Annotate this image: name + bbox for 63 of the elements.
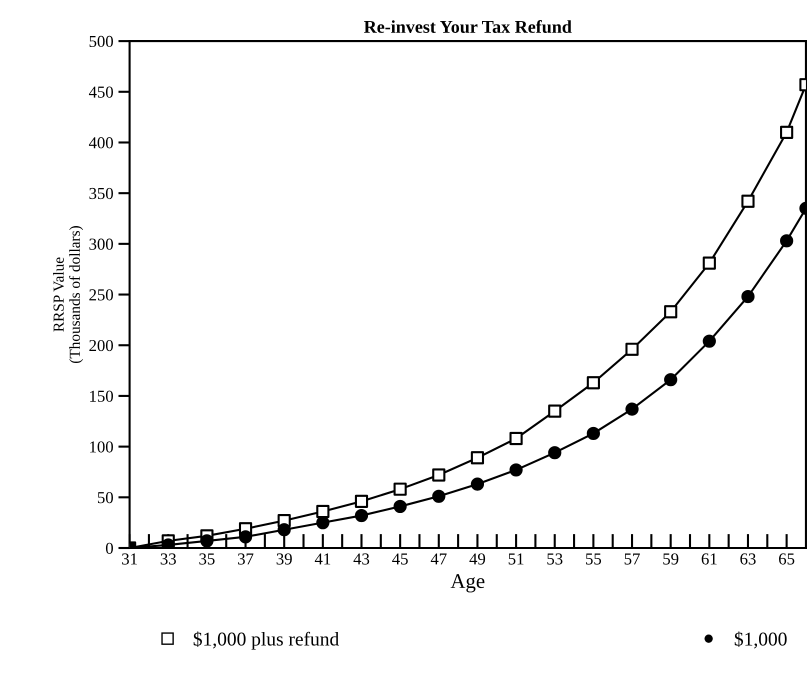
legend-label: $1,000 (734, 631, 787, 648)
y-tick-label: 500 (90, 36, 113, 48)
point (316, 516, 330, 530)
point (664, 373, 678, 386)
x-tick-label: 39 (276, 553, 292, 565)
legend-label: $1,000 plus refund (194, 631, 339, 650)
x-tick-label: 57 (624, 554, 640, 565)
point (625, 402, 639, 416)
x-tick-label: 31 (122, 553, 137, 565)
x-tick-label: 35 (199, 553, 215, 565)
y-tick-label: 50 (98, 492, 113, 504)
point (586, 376, 600, 390)
x-tick-label: 61 (702, 553, 717, 565)
point (702, 256, 716, 270)
x-tick-label: 51 (508, 553, 524, 565)
point (780, 126, 794, 139)
x-tick-label: 47 (430, 553, 447, 564)
point (200, 534, 214, 548)
point (586, 426, 600, 440)
point (316, 504, 330, 518)
point (625, 342, 639, 356)
point (470, 478, 484, 491)
point (354, 494, 368, 508)
y-tick-label: 250 (89, 289, 113, 300)
point (741, 194, 755, 208)
x-tick-label: 33 (160, 553, 176, 565)
chart-title: Re-invest Your Tax Refund (364, 20, 572, 33)
point (394, 482, 407, 496)
y-tick-label: 350 (89, 188, 113, 200)
y-tick-label: 200 (89, 340, 113, 352)
y-tick-label: 0 (106, 542, 113, 554)
y-axis-title: RRSP Value (Thousands of dollars) (53, 226, 84, 364)
point (432, 490, 446, 503)
x-tick-label: 55 (586, 554, 602, 565)
point (432, 468, 446, 482)
point (780, 234, 794, 248)
y-tick-label: 100 (90, 441, 113, 453)
x-tick-label: 43 (353, 553, 370, 565)
x-tick-label: 45 (392, 553, 408, 565)
x-tick-label: 65 (779, 553, 794, 565)
x-tick-label: 37 (238, 553, 254, 565)
point (548, 404, 562, 418)
x-tick-label: 53 (547, 553, 562, 565)
point (470, 451, 484, 464)
point (509, 463, 523, 477)
x-tick-label: 49 (469, 553, 486, 565)
y-tick-label: 400 (88, 137, 113, 148)
y-tick-label: 450 (88, 86, 113, 98)
x-axis-title: Age (450, 574, 484, 592)
point (664, 305, 678, 318)
y-tick-label: 150 (90, 390, 113, 402)
point (509, 432, 523, 446)
point (238, 530, 252, 544)
point (702, 334, 716, 348)
x-tick-label: 63 (740, 553, 756, 565)
point (394, 500, 407, 514)
y-tick-label: 300 (89, 238, 113, 250)
x-tick-label: 41 (314, 553, 330, 564)
point (278, 523, 291, 536)
point (741, 290, 755, 304)
x-tick-label: 59 (663, 553, 678, 565)
point (548, 446, 562, 460)
point (354, 508, 368, 522)
